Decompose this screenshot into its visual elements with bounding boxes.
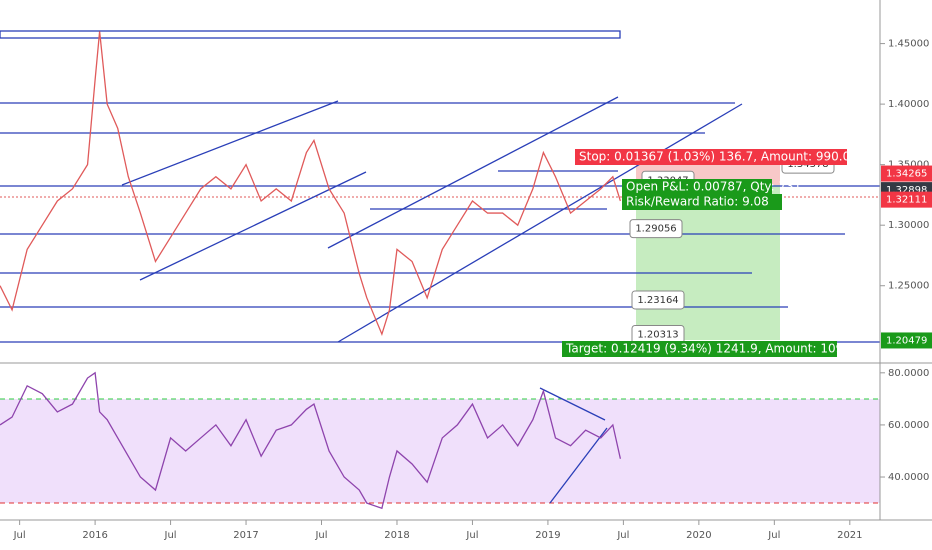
rsi-line	[0, 371, 622, 510]
y2-tick-label: 60.0000	[888, 420, 929, 431]
callout	[629, 219, 683, 239]
annotation-box	[575, 149, 847, 165]
x-tick-label: 2018	[384, 530, 409, 541]
price-badge-label: 1.34265	[886, 169, 927, 180]
y-tick-label: 1.35000	[888, 160, 929, 171]
annotation: Open P&L: 0.00787, Qty: 731	[626, 180, 801, 194]
x-tick-label: Jul	[314, 530, 327, 541]
x-tick-label: 2016	[82, 530, 107, 541]
callout-label: 1.20313	[637, 329, 678, 340]
annotation: Stop: 0.01367 (1.03%) 136.7, Amount: 990…	[579, 150, 858, 164]
y-tick-label: 1.25000	[888, 281, 929, 292]
x-tick-label: Jul	[616, 530, 629, 541]
target-zone	[636, 185, 780, 340]
annotation: Target: 0.12419 (9.34%) 1241.9, Amount: …	[565, 342, 870, 356]
x-tick-label: Jul	[164, 530, 177, 541]
x-tick-label: Jul	[13, 530, 26, 541]
y2-tick-label: 80.0000	[888, 368, 929, 379]
annotation-box	[562, 341, 837, 357]
annotation: Risk/Reward Ratio: 9.08	[626, 195, 769, 209]
y2-tick-label: 40.0000	[888, 472, 929, 483]
price-badge-label: 1.32898	[886, 185, 927, 196]
price-badge	[881, 332, 932, 349]
price-badge	[881, 191, 932, 208]
x-tick-label: Jul	[465, 530, 478, 541]
y-tick-label: 1.30000	[888, 220, 929, 231]
annotation-box	[622, 179, 772, 195]
x-tick-label: 2021	[837, 530, 862, 541]
y-tick-label: 1.45000	[888, 39, 929, 50]
annotation-box	[622, 194, 782, 210]
callout	[631, 290, 685, 310]
callout-label: 1.29056	[635, 224, 676, 235]
rsi-band	[0, 399, 880, 503]
price-badge-label: 1.20479	[886, 335, 927, 346]
drawings	[0, 30, 880, 504]
x-tick-label: 2019	[535, 530, 560, 541]
price-badge-label: 1.32111	[886, 195, 927, 206]
price-line	[0, 31, 621, 337]
x-tick-label: 2017	[233, 530, 258, 541]
x-tick-label: Jul	[767, 530, 780, 541]
price-badge	[881, 165, 932, 182]
callout-label: 1.23164	[637, 295, 678, 306]
x-tick-label: 2020	[686, 530, 711, 541]
y-tick-label: 1.40000	[888, 99, 929, 110]
